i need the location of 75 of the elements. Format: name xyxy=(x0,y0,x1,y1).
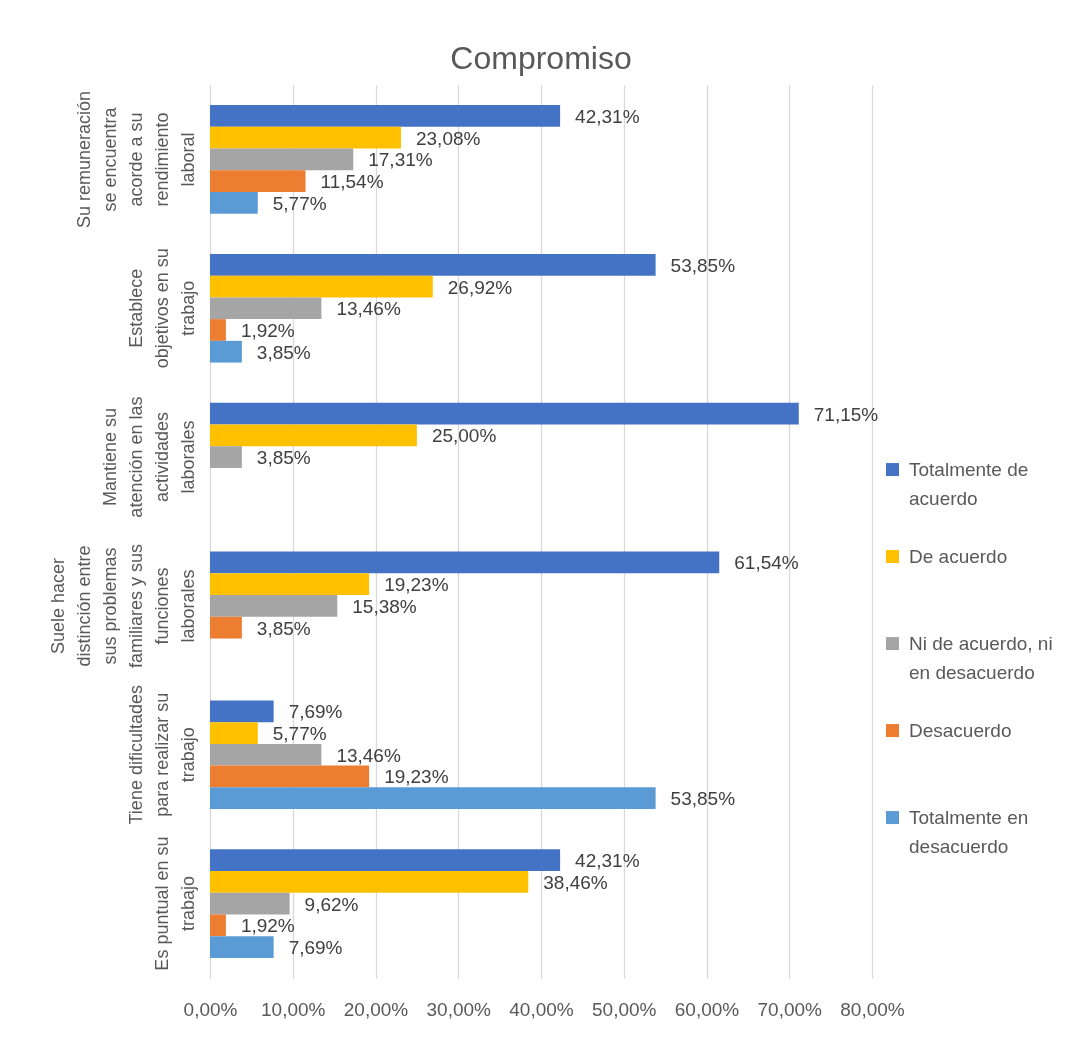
y-tick-label: Es puntual en su trabajo xyxy=(152,836,198,971)
x-tick-label: 20,00% xyxy=(343,998,409,1020)
bar xyxy=(210,765,370,788)
data-label: 26,92% xyxy=(447,276,513,298)
bar xyxy=(210,297,322,320)
data-label: 1,92% xyxy=(240,319,295,341)
data-label: 3,85% xyxy=(256,447,311,469)
data-label: 53,85% xyxy=(670,788,736,810)
y-tick-label: Tiene dificultades para realizar su trabajo xyxy=(126,685,198,825)
bar xyxy=(210,105,561,127)
bar xyxy=(210,446,242,468)
bar xyxy=(210,340,242,363)
data-label: 13,46% xyxy=(336,744,401,766)
data-label: 71,15% xyxy=(813,403,879,425)
bar xyxy=(210,319,226,341)
bar xyxy=(210,722,258,744)
bar xyxy=(210,616,242,639)
bar xyxy=(210,595,338,617)
x-tick-label: 70,00% xyxy=(757,998,823,1020)
bar xyxy=(210,192,258,214)
bar xyxy=(210,743,322,766)
data-label: 3,85% xyxy=(256,617,311,639)
bar xyxy=(210,870,529,893)
y-tick-label: Establece objetivos en su trabajo xyxy=(126,248,198,369)
legend-label: De acuerdo xyxy=(909,545,1008,567)
data-label: 53,85% xyxy=(670,254,736,276)
y-tick-label: Su remuneración se encuentra acorde a su rendimiento laboral xyxy=(74,90,198,228)
bar xyxy=(210,275,433,298)
x-tick-label: 30,00% xyxy=(426,998,492,1020)
data-label: 38,46% xyxy=(543,871,608,893)
data-label: 19,23% xyxy=(384,766,449,788)
y-tick-label: Suele hacer distinción entre sus problemas familiares y sus funciones laborales xyxy=(48,543,198,668)
x-tick-label: 50,00% xyxy=(592,998,657,1020)
data-label: 9,62% xyxy=(304,893,359,915)
bar xyxy=(210,424,417,447)
bar xyxy=(210,936,274,958)
data-label: 61,54% xyxy=(734,552,799,574)
bar xyxy=(210,148,354,171)
data-label: 42,31% xyxy=(575,850,640,872)
x-tick-label: 80,00% xyxy=(840,998,905,1020)
x-tick-label: 60,00% xyxy=(674,998,740,1020)
bar xyxy=(210,402,799,425)
data-label: 5,77% xyxy=(272,192,327,214)
data-label: 3,85% xyxy=(256,341,311,363)
data-label: 25,00% xyxy=(431,425,497,447)
legend-label: Ni de acuerdo, ni en desacuerdo xyxy=(909,632,1053,683)
x-tick-label: 10,00% xyxy=(261,998,326,1020)
data-label: 19,23% xyxy=(384,574,449,596)
bar xyxy=(210,126,401,149)
bar xyxy=(210,787,656,810)
bar xyxy=(210,892,290,915)
data-label: 5,77% xyxy=(272,723,327,745)
y-tick-label: Mantiene su atención en las actividades laborales xyxy=(100,396,198,518)
bar xyxy=(210,170,306,193)
data-label: 15,38% xyxy=(352,595,417,617)
data-label: 23,08% xyxy=(415,127,481,149)
data-label: 42,31% xyxy=(575,105,640,127)
data-label: 7,69% xyxy=(288,937,343,959)
bar xyxy=(210,573,370,596)
x-tick-label: 0,00% xyxy=(183,998,238,1020)
bar xyxy=(210,551,720,574)
data-label: 13,46% xyxy=(336,298,401,320)
bar xyxy=(210,253,656,276)
legend-label: Totalmente en desacuerdo xyxy=(909,806,1029,857)
data-label: 11,54% xyxy=(320,171,384,193)
data-label: 7,69% xyxy=(288,701,343,723)
legend-label: Totalmente de acuerdo xyxy=(909,458,1029,509)
x-tick-label: 40,00% xyxy=(509,998,574,1020)
bar xyxy=(210,700,274,723)
bar xyxy=(210,914,226,937)
bar xyxy=(210,849,561,871)
legend-label: Desacuerdo xyxy=(909,719,1012,741)
data-label: 1,92% xyxy=(240,915,295,937)
chart-title: Compromiso xyxy=(450,40,632,76)
data-label: 17,31% xyxy=(368,149,433,171)
